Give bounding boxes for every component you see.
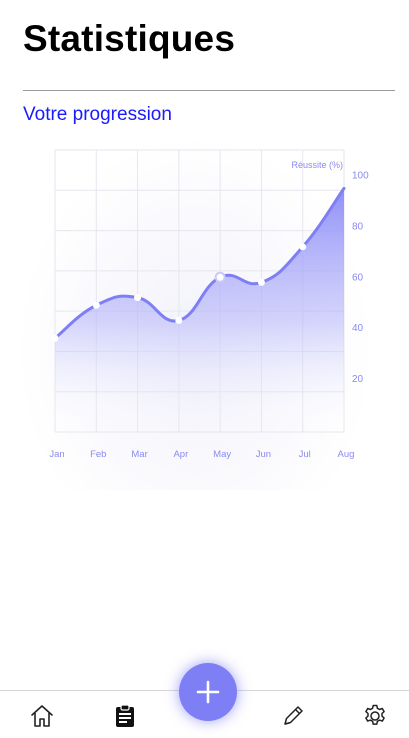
series-points [51, 243, 307, 342]
nav-home-button[interactable] [27, 701, 57, 731]
y-tick-label: 80 [352, 222, 364, 233]
y-axis-label: Réussite (%) [291, 160, 343, 170]
x-axis-ticks: Jan Feb Mar Apr May Jun Jul Aug [49, 449, 354, 460]
data-point [134, 294, 142, 302]
data-point [214, 271, 226, 283]
section-heading: Votre progression [23, 104, 172, 125]
add-button[interactable] [179, 663, 237, 721]
x-tick-label: Jun [256, 449, 271, 460]
gear-icon [365, 704, 385, 725]
data-point [92, 301, 100, 309]
series-area [55, 188, 344, 432]
plus-icon [196, 680, 220, 704]
y-axis-ticks: 100 80 60 40 20 [352, 171, 369, 385]
y-tick-label: 20 [352, 374, 364, 385]
y-tick-label: 60 [352, 272, 364, 283]
x-tick-label: Feb [90, 449, 106, 460]
title-divider [23, 90, 395, 91]
nav-stats-button[interactable] [110, 701, 140, 731]
data-point [51, 334, 59, 342]
clipboard-icon [116, 704, 134, 727]
y-tick-label: 100 [352, 171, 369, 182]
x-tick-label: May [213, 449, 231, 460]
x-tick-label: Jan [49, 449, 64, 460]
nav-settings-button[interactable] [360, 701, 390, 731]
data-point [257, 278, 265, 286]
x-tick-label: Aug [338, 449, 355, 460]
pencil-icon [284, 706, 303, 725]
y-tick-label: 40 [352, 323, 364, 334]
x-tick-label: Jul [299, 449, 311, 460]
data-point [299, 243, 307, 251]
x-tick-label: Apr [173, 449, 188, 460]
data-point [175, 316, 183, 324]
page-title: Statistiques [23, 18, 236, 59]
progress-chart: 100 80 60 40 20 Jan Feb Mar Apr May Jun Jul Aug Réu… [49, 149, 369, 460]
home-icon [31, 705, 53, 727]
nav-edit-button[interactable] [278, 701, 308, 731]
x-tick-label: Mar [131, 449, 147, 460]
